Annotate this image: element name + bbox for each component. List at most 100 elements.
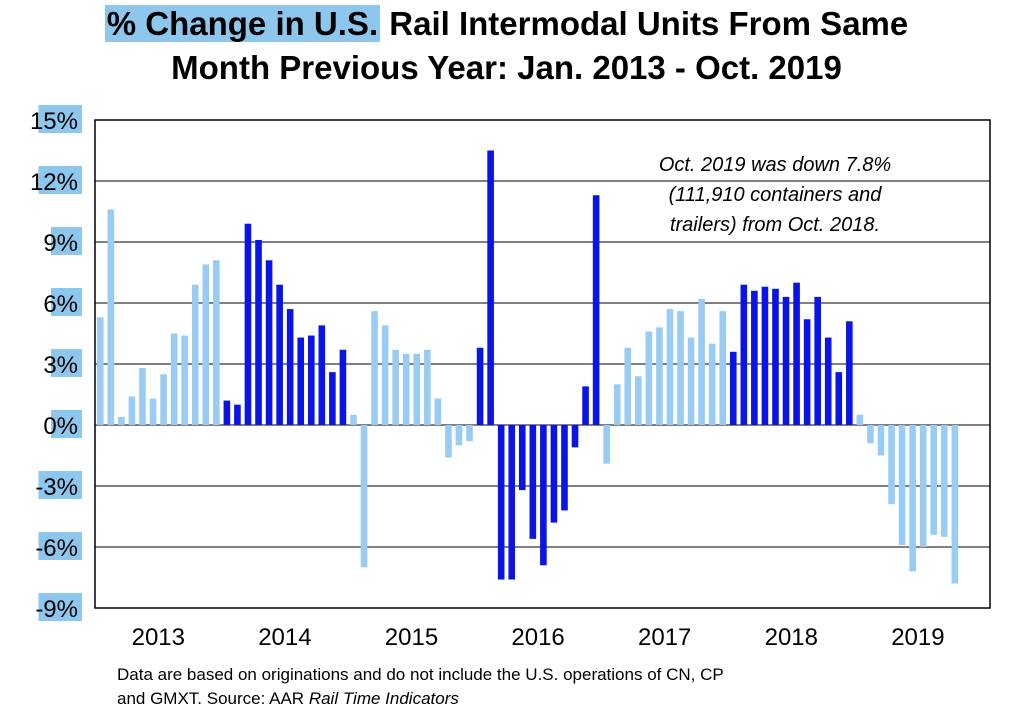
data-bar	[835, 372, 843, 425]
data-bar	[160, 374, 167, 425]
data-bar	[265, 260, 273, 425]
y-tick-label: 6%	[43, 291, 78, 318]
data-bar	[307, 335, 315, 425]
data-bar	[635, 376, 642, 425]
data-bar	[118, 416, 125, 425]
chart-title-line-1: % Change in U.S. Rail Intermodal Units F…	[0, 4, 1013, 44]
y-tick-label-bg	[51, 227, 82, 255]
data-bar	[772, 288, 779, 425]
data-bar	[846, 321, 853, 425]
data-bar	[181, 335, 188, 425]
data-bar	[909, 425, 916, 572]
data-bar	[877, 425, 885, 456]
data-bar	[919, 425, 927, 547]
data-bar	[276, 284, 283, 425]
data-bar	[329, 372, 336, 425]
data-bar	[898, 425, 906, 545]
data-bar	[318, 325, 326, 425]
data-bar	[624, 347, 632, 425]
data-bar	[191, 284, 199, 425]
data-bar	[729, 351, 737, 425]
data-bar	[740, 284, 748, 425]
x-tick-label: 2016	[511, 624, 564, 651]
data-bar	[930, 425, 938, 535]
data-bar	[582, 386, 589, 425]
data-bar	[487, 150, 494, 425]
x-tick-label: 2013	[132, 624, 185, 651]
y-tick-label-bg	[38, 166, 82, 194]
data-bar	[213, 260, 220, 425]
data-bar	[603, 425, 610, 464]
y-tick-label-bg	[38, 471, 82, 499]
data-bar	[719, 311, 727, 425]
y-tick-label: -6%	[35, 535, 78, 562]
data-bar	[761, 286, 769, 425]
data-bar	[381, 325, 389, 425]
chart-annotation: Oct. 2019 was down 7.8% (111,910 contain…	[560, 150, 990, 240]
data-bar	[139, 368, 146, 425]
y-tick-label-bg	[38, 532, 82, 560]
data-bar	[666, 309, 674, 425]
data-bar	[687, 337, 695, 425]
footer-source-prefix: and GMXT. Source: AAR	[117, 689, 309, 708]
data-bar	[466, 425, 473, 442]
annotation-line-2: (111,910 containers and	[668, 184, 882, 206]
data-bar	[856, 414, 864, 425]
data-bar	[202, 264, 210, 425]
title-rest: Rail Intermodal Units From Same	[380, 5, 909, 42]
data-bar	[698, 298, 705, 425]
title-highlight: % Change in U.S.	[104, 5, 381, 42]
y-tick-label: 0%	[43, 413, 78, 440]
data-bar	[434, 398, 442, 425]
y-tick-label: 9%	[43, 230, 78, 257]
data-bar	[497, 425, 505, 580]
data-bar	[339, 349, 347, 425]
plot-frame	[94, 119, 991, 609]
data-bar	[867, 425, 874, 444]
footer-note: Data are based on originations and do no…	[117, 663, 977, 711]
x-tick-label: 2015	[385, 624, 438, 651]
data-bar	[508, 425, 516, 580]
chart-title-line-2: Month Previous Year: Jan. 2013 - Oct. 20…	[171, 49, 842, 86]
data-bar	[677, 311, 684, 425]
data-bar	[476, 347, 484, 425]
x-tick-label: 2018	[765, 624, 818, 651]
y-tick-label-bg	[51, 349, 82, 377]
y-tick-label-bg	[51, 288, 82, 316]
data-bar	[244, 223, 252, 425]
footer-line-1: Data are based on originations and do no…	[117, 665, 724, 684]
data-bar	[529, 425, 537, 539]
data-bar	[592, 195, 600, 425]
data-bar	[888, 425, 895, 505]
data-bar	[413, 353, 421, 425]
data-bar	[149, 398, 157, 425]
data-bar	[234, 404, 241, 425]
data-bar	[613, 384, 621, 425]
x-tick-label: 2017	[638, 624, 691, 651]
data-bar	[128, 396, 136, 425]
data-bar	[223, 400, 231, 425]
data-bar	[96, 317, 104, 425]
y-tick-label: 3%	[43, 352, 78, 379]
y-tick-label: 15%	[30, 108, 78, 135]
data-bar	[255, 239, 262, 425]
data-bar	[540, 425, 547, 566]
data-bar	[814, 296, 821, 425]
x-tick-label: 2014	[258, 624, 311, 651]
data-bar	[107, 209, 115, 425]
footer-source-italic: Rail Time Indicators	[308, 689, 459, 708]
data-bar	[455, 425, 463, 446]
data-bar	[402, 353, 410, 425]
data-bar	[350, 414, 357, 425]
data-bar	[371, 311, 378, 425]
data-bar	[360, 425, 368, 568]
data-bar	[751, 290, 758, 425]
x-tick-label: 2019	[891, 624, 944, 651]
data-bar	[286, 309, 294, 425]
y-tick-label: 12%	[30, 169, 78, 196]
data-bar	[424, 349, 431, 425]
footer-line-2: and GMXT. Source: AAR Rail Time Indicato…	[117, 687, 977, 711]
data-bar	[708, 343, 716, 425]
y-tick-label: -3%	[35, 474, 78, 501]
